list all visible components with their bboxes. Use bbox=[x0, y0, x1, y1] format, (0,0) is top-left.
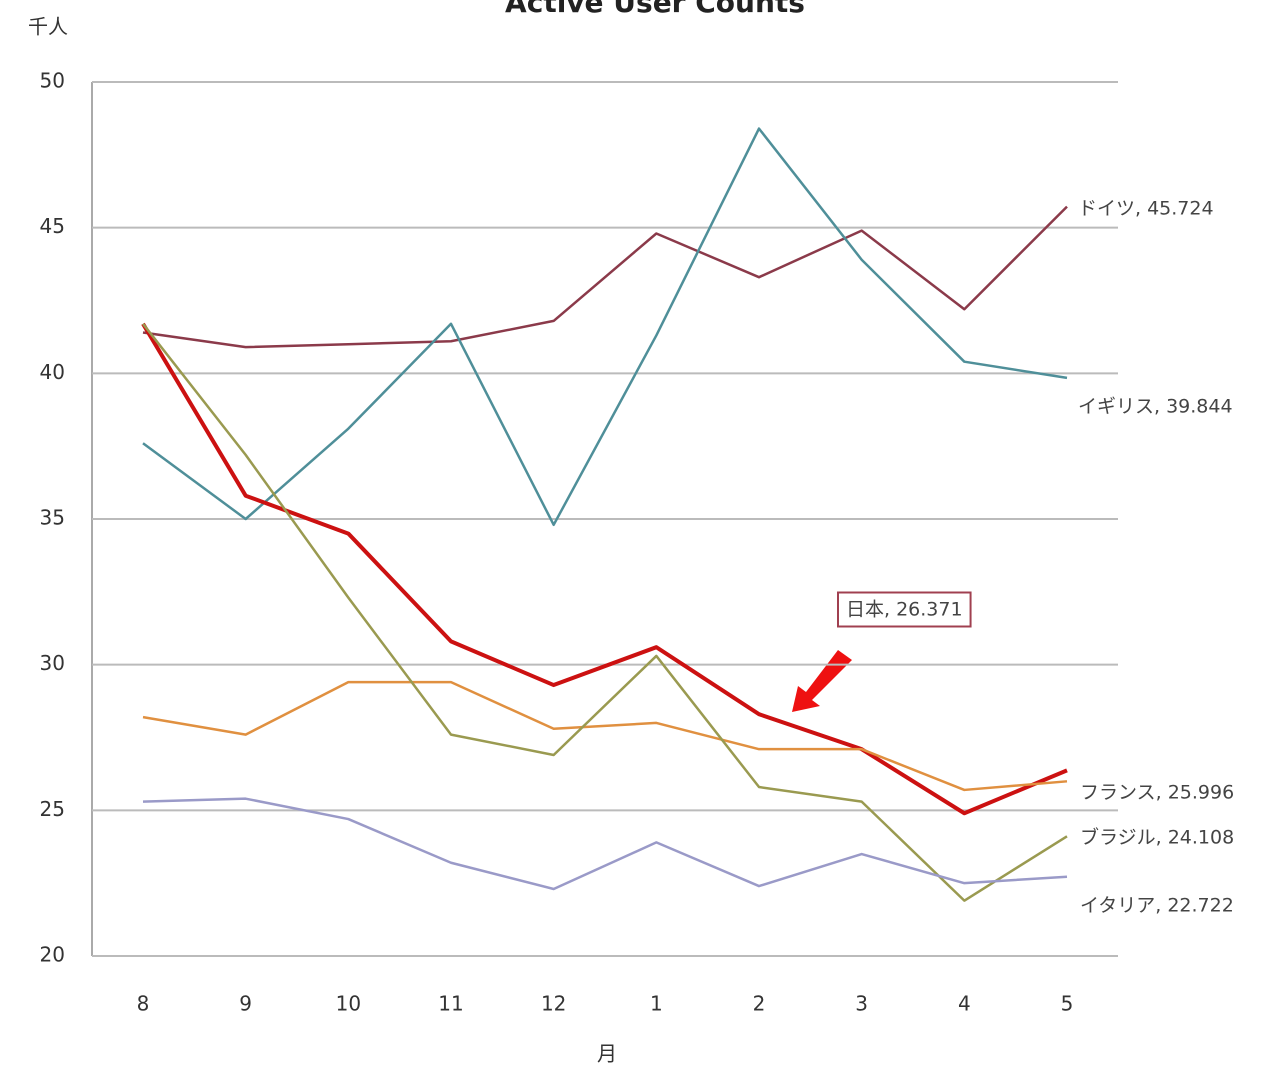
y-axis-label: 千人 bbox=[28, 15, 68, 39]
y-tick-label: 30 bbox=[40, 651, 65, 675]
y-tick-label: 40 bbox=[40, 360, 65, 384]
x-tick-label: 2 bbox=[753, 992, 766, 1016]
end-label: イギリス, 39.844 bbox=[1078, 396, 1233, 418]
y-tick-label: 25 bbox=[40, 797, 65, 821]
end-label: ブラジル, 24.108 bbox=[1080, 826, 1234, 849]
series-line bbox=[142, 797, 1068, 891]
x-tick-label: 11 bbox=[438, 992, 463, 1016]
x-tick-label: 5 bbox=[1061, 992, 1074, 1016]
x-tick-label: 9 bbox=[239, 992, 252, 1016]
x-tick-label: 8 bbox=[137, 992, 150, 1016]
y-tick-label: 35 bbox=[40, 506, 65, 530]
series-line bbox=[141, 322, 1068, 816]
x-tick-label: 4 bbox=[958, 992, 971, 1016]
y-tick-label: 50 bbox=[40, 69, 65, 93]
end-label: フランス, 25.996 bbox=[1080, 782, 1234, 804]
x-tick-label: 3 bbox=[855, 992, 868, 1016]
chart-title: Active User Counts bbox=[505, 0, 805, 19]
x-tick-label: 1 bbox=[650, 992, 663, 1016]
end-label: ドイツ, 45.724 bbox=[1078, 198, 1214, 220]
series-line bbox=[142, 127, 1068, 527]
end-label: イタリア, 22.722 bbox=[1080, 895, 1234, 917]
x-axis-label: 月 bbox=[597, 1042, 617, 1066]
x-tick-label: 10 bbox=[336, 992, 361, 1016]
label-box bbox=[837, 591, 972, 628]
series-line bbox=[142, 205, 1068, 349]
series-line bbox=[142, 323, 1068, 902]
arrow bbox=[792, 650, 852, 712]
series-line bbox=[142, 680, 1068, 792]
x-tick-label: 12 bbox=[541, 992, 566, 1016]
y-tick-label: 45 bbox=[40, 214, 65, 238]
y-tick-label: 20 bbox=[40, 943, 65, 967]
end-label: 日本, 26.371 bbox=[846, 599, 963, 621]
